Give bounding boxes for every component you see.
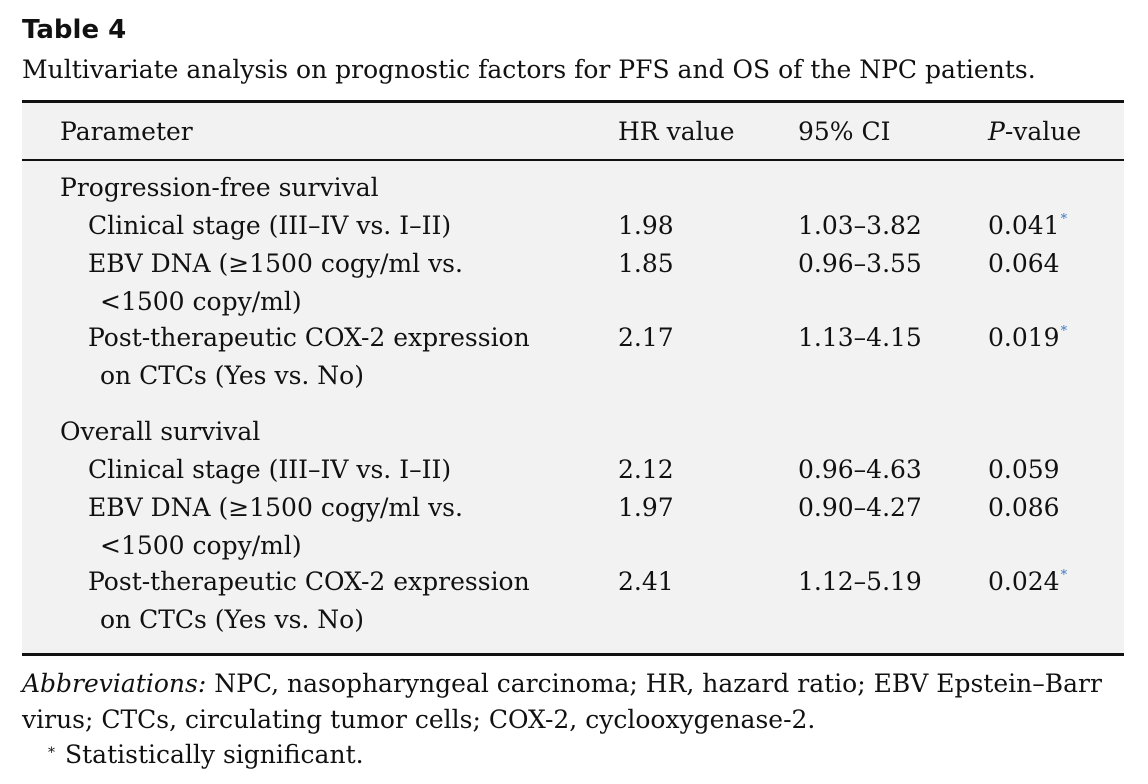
header-95-ci: 95% CI bbox=[798, 117, 891, 146]
header-p-rest: -value bbox=[1004, 117, 1082, 146]
row-p-value: 0.024* bbox=[988, 567, 1067, 597]
row-p-value: 0.019* bbox=[988, 323, 1067, 353]
row-95-ci: 0.90–4.27 bbox=[798, 493, 922, 522]
row-95-ci: 0.96–4.63 bbox=[798, 455, 922, 484]
row-hr-value: 1.85 bbox=[618, 249, 674, 278]
p-value-number: 0.064 bbox=[988, 249, 1060, 278]
significance-marker: * bbox=[1060, 324, 1068, 339]
p-value-number: 0.019 bbox=[988, 323, 1060, 352]
header-hr-value: HR value bbox=[618, 117, 735, 146]
row-p-value: 0.086 bbox=[988, 493, 1060, 523]
row-hr-value: 1.97 bbox=[618, 493, 674, 522]
row-parameter: Clinical stage (III–IV vs. I–II) bbox=[88, 211, 452, 240]
section-title: Overall survival bbox=[60, 417, 261, 446]
p-value-number: 0.086 bbox=[988, 493, 1060, 522]
abbreviations-label: Abbreviations: bbox=[22, 669, 207, 698]
row-parameter: Post-therapeutic COX-2 expression bbox=[88, 567, 530, 596]
row-parameter: EBV DNA (≥1500 cogy/ml vs. bbox=[88, 493, 463, 522]
header-parameter: Parameter bbox=[60, 117, 193, 146]
row-p-value: 0.041* bbox=[988, 211, 1067, 241]
row-hr-value: 2.41 bbox=[618, 567, 674, 596]
significance-footnote: * Statistically significant. bbox=[48, 737, 364, 773]
section-title: Progression-free survival bbox=[60, 173, 379, 202]
header-p-value: P-value bbox=[988, 117, 1081, 147]
abbreviations-text: NPC, nasopharyngeal carcinoma; HR, hazar… bbox=[22, 669, 1102, 734]
significance-marker: * bbox=[1060, 212, 1068, 227]
row-p-value: 0.059 bbox=[988, 455, 1060, 485]
row-parameter: EBV DNA (≥1500 cogy/ml vs. bbox=[88, 249, 463, 278]
significance-marker: * bbox=[1060, 568, 1068, 583]
row-95-ci: 1.12–5.19 bbox=[798, 567, 922, 596]
abbreviations-note: Abbreviations: NPC, nasopharyngeal carci… bbox=[22, 666, 1132, 738]
row-parameter: Clinical stage (III–IV vs. I–II) bbox=[88, 455, 452, 484]
table-title: Table 4 bbox=[22, 15, 127, 45]
row-parameter: Post-therapeutic COX-2 expression bbox=[88, 323, 530, 352]
header-p-italic: P bbox=[988, 117, 1005, 146]
row-p-value: 0.064 bbox=[988, 249, 1060, 279]
table-caption: Multivariate analysis on prognostic fact… bbox=[22, 55, 1036, 84]
p-value-number: 0.024 bbox=[988, 567, 1060, 596]
row-95-ci: 1.13–4.15 bbox=[798, 323, 922, 352]
p-value-number: 0.059 bbox=[988, 455, 1060, 484]
row-parameter-continued: on CTCs (Yes vs. No) bbox=[100, 605, 364, 634]
row-parameter-continued: on CTCs (Yes vs. No) bbox=[100, 361, 364, 390]
footnote-text: Statistically significant. bbox=[65, 740, 364, 769]
row-parameter-continued: <1500 copy/ml) bbox=[100, 531, 302, 560]
p-value-number: 0.041 bbox=[988, 211, 1060, 240]
row-hr-value: 2.12 bbox=[618, 455, 674, 484]
footnote-mark: * bbox=[48, 745, 55, 761]
row-hr-value: 2.17 bbox=[618, 323, 674, 352]
row-parameter-continued: <1500 copy/ml) bbox=[100, 287, 302, 316]
row-hr-value: 1.98 bbox=[618, 211, 674, 240]
header-divider bbox=[22, 159, 1124, 161]
table-header-row: Parameter HR value 95% CI P-value bbox=[22, 117, 1124, 153]
row-95-ci: 1.03–3.82 bbox=[798, 211, 922, 240]
results-table: Parameter HR value 95% CI P-value Progre… bbox=[22, 100, 1124, 656]
row-95-ci: 0.96–3.55 bbox=[798, 249, 922, 278]
